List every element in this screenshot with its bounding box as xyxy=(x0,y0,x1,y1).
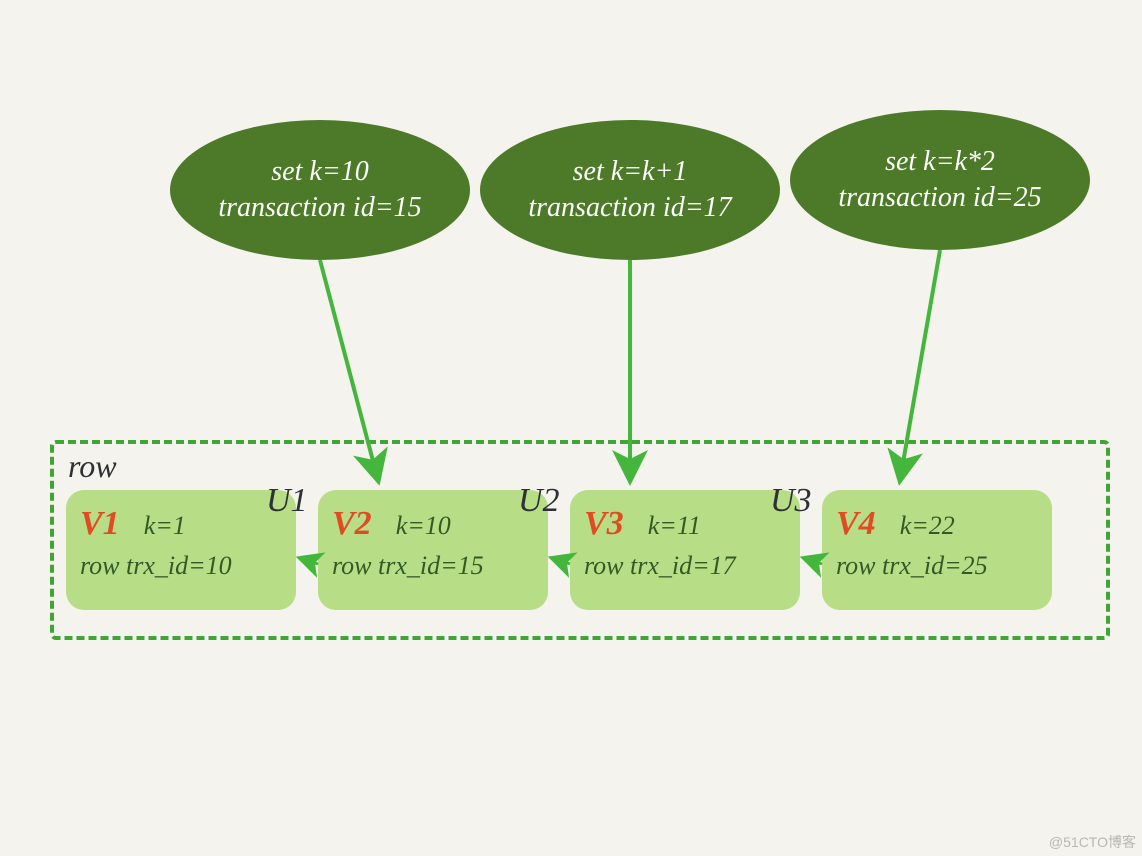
undo-label-1: U1 xyxy=(266,482,308,520)
version-2-k: k=10 xyxy=(396,508,451,544)
watermark: @51CTO博客 xyxy=(1049,832,1136,852)
transaction-ellipse-2: set k=k+1 transaction id=17 xyxy=(480,120,780,260)
version-1-trx: row trx_id=10 xyxy=(80,548,282,584)
version-box-2: V2 k=10 row trx_id=15 xyxy=(318,490,548,610)
version-box-1: V1 k=1 row trx_id=10 xyxy=(66,490,296,610)
transaction-ellipse-3: set k=k*2 transaction id=25 xyxy=(790,110,1090,250)
undo-label-2: U2 xyxy=(518,482,560,520)
transaction-3-line2: transaction id=25 xyxy=(838,180,1041,216)
version-4-k: k=22 xyxy=(900,508,955,544)
version-1-k: k=1 xyxy=(144,508,186,544)
version-4-name: V4 xyxy=(836,500,876,548)
transaction-2-line2: transaction id=17 xyxy=(528,190,731,226)
version-2-name: V2 xyxy=(332,500,372,548)
version-2-trx: row trx_id=15 xyxy=(332,548,534,584)
transaction-3-line1: set k=k*2 xyxy=(885,144,995,180)
diagram-canvas: set k=10 transaction id=15 set k=k+1 tra… xyxy=(0,0,1142,856)
transaction-2-line1: set k=k+1 xyxy=(573,154,688,190)
version-box-4: V4 k=22 row trx_id=25 xyxy=(822,490,1052,610)
version-3-trx: row trx_id=17 xyxy=(584,548,786,584)
version-box-3: V3 k=11 row trx_id=17 xyxy=(570,490,800,610)
version-1-name: V1 xyxy=(80,500,120,548)
row-label: row xyxy=(68,448,117,485)
transaction-1-line2: transaction id=15 xyxy=(218,190,421,226)
transaction-1-line1: set k=10 xyxy=(271,154,368,190)
version-3-name: V3 xyxy=(584,500,624,548)
undo-label-3: U3 xyxy=(770,482,812,520)
version-4-trx: row trx_id=25 xyxy=(836,548,1038,584)
version-3-k: k=11 xyxy=(648,508,701,544)
transaction-ellipse-1: set k=10 transaction id=15 xyxy=(170,120,470,260)
